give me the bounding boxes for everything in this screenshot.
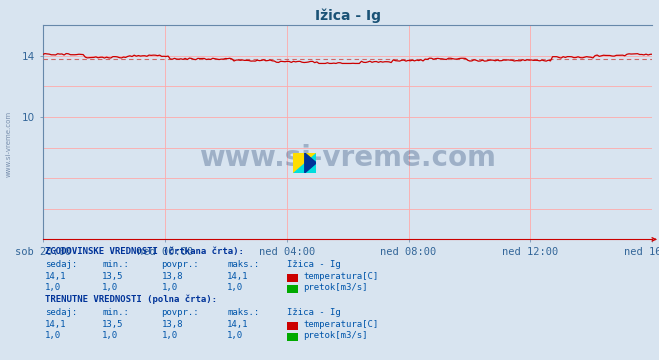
Text: ZGODOVINSKE VREDNOSTI (črtkana črta):: ZGODOVINSKE VREDNOSTI (črtkana črta): xyxy=(45,247,244,256)
Text: www.si-vreme.com: www.si-vreme.com xyxy=(199,144,496,172)
Text: 14,1: 14,1 xyxy=(45,320,67,329)
Polygon shape xyxy=(293,153,316,173)
Text: 14,1: 14,1 xyxy=(45,272,67,281)
Title: Ižica - Ig: Ižica - Ig xyxy=(314,8,381,23)
Text: 1,0: 1,0 xyxy=(227,332,243,341)
Text: povpr.:: povpr.: xyxy=(161,308,199,317)
Text: 1,0: 1,0 xyxy=(45,332,61,341)
Text: maks.:: maks.: xyxy=(227,308,260,317)
Text: 1,0: 1,0 xyxy=(161,283,177,292)
Text: 14,1: 14,1 xyxy=(227,320,249,329)
Text: min.:: min.: xyxy=(102,260,129,269)
Text: 1,0: 1,0 xyxy=(161,332,177,341)
Text: min.:: min.: xyxy=(102,308,129,317)
Text: pretok[m3/s]: pretok[m3/s] xyxy=(303,332,368,341)
Text: 1,0: 1,0 xyxy=(227,283,243,292)
Text: sedaj:: sedaj: xyxy=(45,308,77,317)
Text: 1,0: 1,0 xyxy=(102,283,118,292)
Text: temperatura[C]: temperatura[C] xyxy=(303,272,378,281)
Text: povpr.:: povpr.: xyxy=(161,260,199,269)
Text: 14,1: 14,1 xyxy=(227,272,249,281)
Text: 1,0: 1,0 xyxy=(45,283,61,292)
Text: Ižica - Ig: Ižica - Ig xyxy=(287,308,341,317)
Polygon shape xyxy=(293,153,316,173)
Text: pretok[m3/s]: pretok[m3/s] xyxy=(303,283,368,292)
Text: temperatura[C]: temperatura[C] xyxy=(303,320,378,329)
Text: maks.:: maks.: xyxy=(227,260,260,269)
Text: sedaj:: sedaj: xyxy=(45,260,77,269)
Text: www.si-vreme.com: www.si-vreme.com xyxy=(5,111,11,177)
Text: Ižica - Ig: Ižica - Ig xyxy=(287,260,341,269)
Text: 13,5: 13,5 xyxy=(102,320,124,329)
Text: 13,8: 13,8 xyxy=(161,272,183,281)
Text: TRENUTNE VREDNOSTI (polna črta):: TRENUTNE VREDNOSTI (polna črta): xyxy=(45,294,217,304)
Text: 1,0: 1,0 xyxy=(102,332,118,341)
Text: 13,8: 13,8 xyxy=(161,320,183,329)
Polygon shape xyxy=(304,153,316,173)
Text: 13,5: 13,5 xyxy=(102,272,124,281)
